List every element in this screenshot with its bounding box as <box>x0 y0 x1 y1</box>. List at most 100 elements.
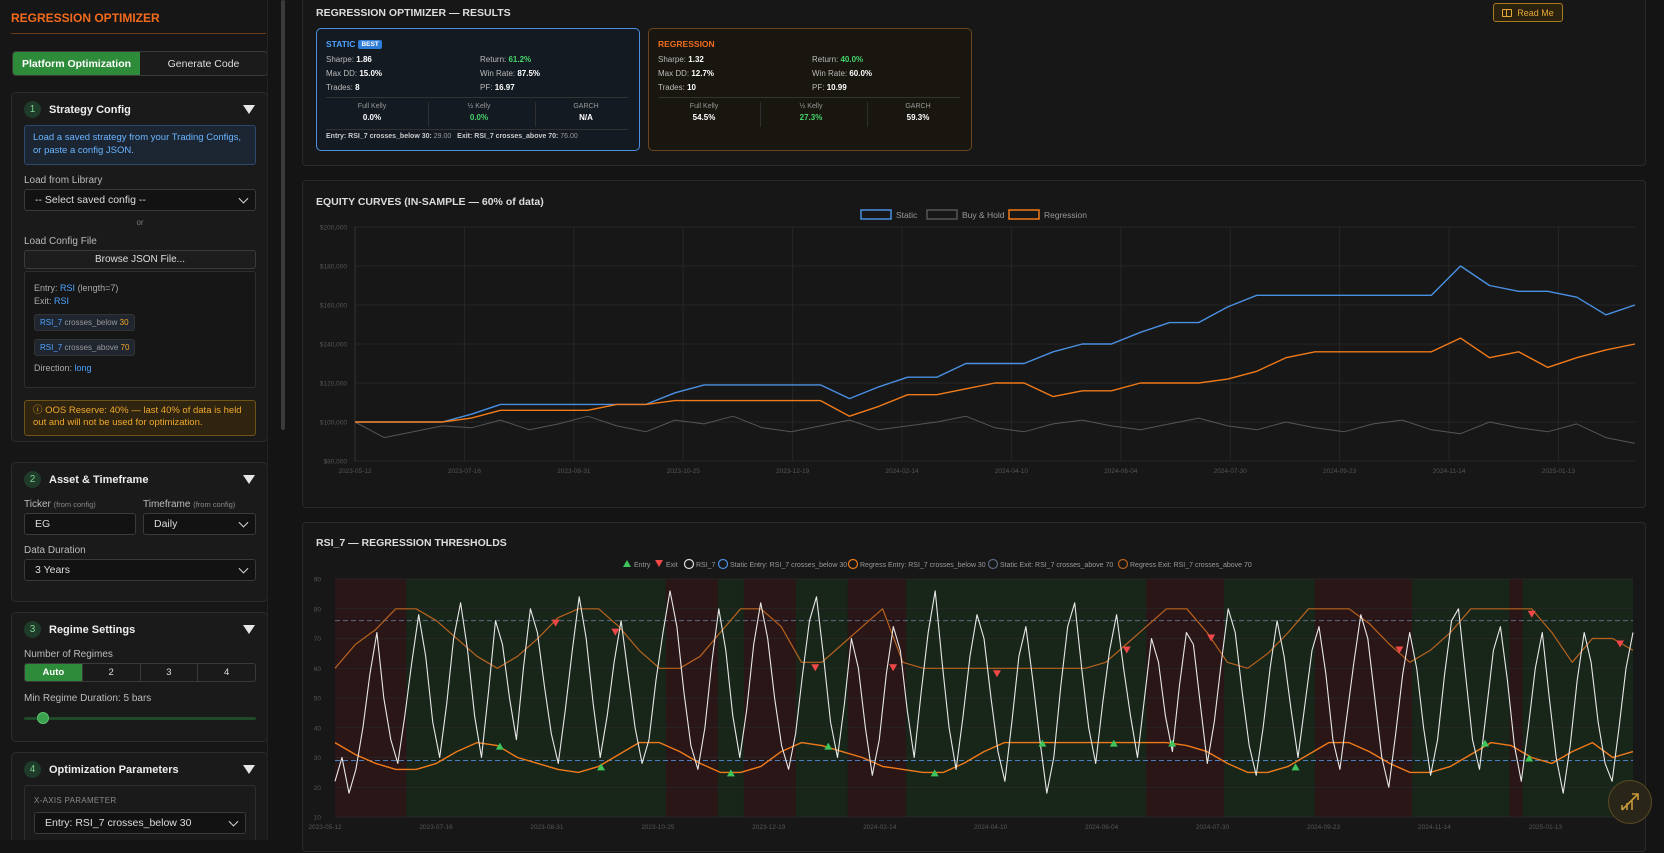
optimization-header[interactable]: 4 Optimization Parameters <box>24 761 179 778</box>
exit-marker <box>611 628 620 636</box>
file-label: Load Config File <box>24 236 97 247</box>
y-tick-label: 50 <box>314 696 322 703</box>
regime-option-2[interactable]: 2 <box>83 664 141 681</box>
min-duration-slider-knob[interactable] <box>37 712 49 724</box>
static-full-kelly: Full Kelly 0.0% <box>357 103 387 122</box>
strategy-config-header[interactable]: 1 Strategy Config <box>24 101 131 118</box>
legend-swatch <box>926 209 958 220</box>
collapse-triangle-icon[interactable] <box>243 765 255 774</box>
rsi-chart-title: RSI_7 — REGRESSION THRESHOLDS <box>316 537 507 549</box>
regression-half-kelly: ½ Kelly 27.3% <box>799 103 823 122</box>
legend-label: Static Exit: RSI_7 crosses_above 70 <box>1000 562 1113 569</box>
divider <box>760 102 761 127</box>
exit-marker <box>1122 646 1131 654</box>
y-tick-label: $160,000 <box>320 303 347 310</box>
config-summary: Entry: RSI (length=7) Exit: RSI RSI_7 cr… <box>24 271 256 388</box>
duration-select[interactable]: 3 Years <box>24 559 256 581</box>
exit-marker <box>1207 634 1216 642</box>
regime-settings-header[interactable]: 3 Regime Settings <box>24 621 135 638</box>
step-number: 2 <box>24 471 41 488</box>
x-tick-label: 2025-01-13 <box>1542 468 1576 475</box>
x-tick-label: 2024-11-14 <box>1433 468 1466 475</box>
exit-marker <box>1527 610 1536 618</box>
entry-marker <box>1291 763 1300 771</box>
static-maxdd: Max DD: 15.0% <box>326 69 383 78</box>
info-box: Load a saved strategy from your Trading … <box>24 125 256 165</box>
library-select[interactable]: -- Select saved config -- <box>24 189 256 211</box>
regime-count-label: Number of Regimes <box>24 649 113 660</box>
sidebar-scrollbar[interactable] <box>281 0 285 430</box>
collapse-triangle-icon[interactable] <box>243 105 255 114</box>
x-axis-select[interactable]: Entry: RSI_7 crosses_below 30 <box>34 812 246 834</box>
floating-chart-button[interactable] <box>1608 780 1652 824</box>
y-tick-label: 60 <box>314 666 322 673</box>
regress-entry-line <box>334 741 1634 774</box>
regime-option-auto[interactable]: Auto <box>25 664 83 681</box>
legend-label: Static Entry: RSI_7 crosses_below 30 <box>730 562 847 569</box>
asset-timeframe-header[interactable]: 2 Asset & Timeframe <box>24 471 148 488</box>
static-return: Return: 61.2% <box>480 55 532 64</box>
static-result-card: STATIC BEST Sharpe: 1.86 Return: 61.2% Ma… <box>316 28 640 151</box>
legend-label: Regress Entry: RSI_7 crosses_below 30 <box>860 562 986 569</box>
regression-line <box>355 337 1636 423</box>
x-tick-label: 2024-09-23 <box>1323 468 1357 475</box>
collapse-triangle-icon[interactable] <box>243 475 255 484</box>
static-title: STATIC BEST <box>326 39 382 49</box>
browse-json-button[interactable]: Browse JSON File... <box>24 250 256 269</box>
x-tick-label: 2023-10-25 <box>667 468 701 475</box>
regime-option-3[interactable]: 3 <box>141 664 199 681</box>
tab-platform-optimization[interactable]: Platform Optimization <box>13 52 140 75</box>
y-tick-label: 10 <box>314 815 322 822</box>
legend-label: Static <box>896 210 918 220</box>
y-tick-label: $120,000 <box>320 381 347 388</box>
results-title: REGRESSION OPTIMIZER — RESULTS <box>316 7 511 19</box>
rsi-chart: 10 20 30 40 50 60 70 80 90 2023-05-12 2023-07-16 20… <box>308 558 1634 831</box>
legend-label: Exit <box>666 562 678 569</box>
collapse-triangle-icon[interactable] <box>243 625 255 634</box>
rsi-line <box>334 590 1634 794</box>
static-threshold-note: Entry: RSI_7 crosses_below 30: 29.00 Exi… <box>326 133 578 140</box>
entry-marker <box>1038 739 1047 747</box>
mode-tabs: Platform Optimization Generate Code <box>12 51 267 76</box>
library-label: Load from Library <box>24 175 103 186</box>
tab-generate-code[interactable]: Generate Code <box>140 52 267 75</box>
x-tick-label: 2023-05-12 <box>308 824 342 831</box>
exit-marker <box>811 664 820 672</box>
y-tick-label: 90 <box>314 577 322 584</box>
rsi-chart-card: RSI_7 — REGRESSION THRESHOLDS 10 20 30 40 50… <box>302 522 1646 852</box>
sidebar: REGRESSION OPTIMIZER Platform Optimizati… <box>0 0 268 840</box>
x-tick-label: 2025-01-13 <box>1529 824 1563 831</box>
regression-sharpe: Sharpe: 1.32 <box>658 55 704 64</box>
x-tick-label: 2023-07-16 <box>448 468 482 475</box>
exit-marker <box>551 619 560 627</box>
exit-marker <box>1616 640 1625 648</box>
regression-garch: GARCH 59.3% <box>905 103 931 122</box>
regime-option-4[interactable]: 4 <box>223 667 230 678</box>
legend-label: Entry <box>634 562 651 569</box>
step-number: 1 <box>24 101 41 118</box>
timeframe-value: Daily <box>154 518 178 530</box>
or-divider: or <box>136 218 144 227</box>
regression-return: Return: 40.0% <box>812 55 864 64</box>
exit-marker <box>1395 646 1404 654</box>
static-sharpe: Sharpe: 1.86 <box>326 55 372 64</box>
chart-icon <box>1621 793 1639 811</box>
x-tick-label: 2024-04-10 <box>974 824 1008 831</box>
panel-title: Strategy Config <box>49 103 131 116</box>
equity-chart-title: EQUITY CURVES (IN-SAMPLE — 60% of data) <box>316 196 544 208</box>
chevron-down-icon <box>238 193 249 204</box>
legend-label: RSI_7 <box>696 562 716 569</box>
x-tick-label: 2023-07-16 <box>419 824 453 831</box>
app-title: REGRESSION OPTIMIZER <box>11 11 160 25</box>
read-me-button[interactable]: Read Me <box>1493 3 1563 22</box>
regression-result-card: REGRESSION Sharpe: 1.32 Return: 40.0% Ma… <box>648 28 972 151</box>
x-tick-label: 2023-10-25 <box>641 824 675 831</box>
y-tick-label: 80 <box>314 606 322 613</box>
timeframe-select[interactable]: Daily <box>143 513 256 535</box>
y-tick-label: $200,000 <box>320 225 347 232</box>
min-duration-slider-track[interactable] <box>24 717 256 720</box>
y-tick-label: $180,000 <box>320 264 347 271</box>
ticker-input[interactable]: EG <box>24 513 136 535</box>
regression-title: REGRESSION <box>658 39 715 49</box>
legend-swatch <box>1008 209 1040 220</box>
